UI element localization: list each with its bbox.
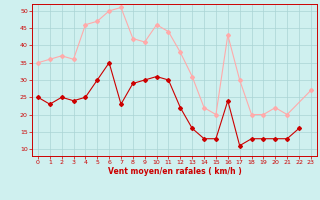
X-axis label: Vent moyen/en rafales ( km/h ): Vent moyen/en rafales ( km/h ) [108,167,241,176]
